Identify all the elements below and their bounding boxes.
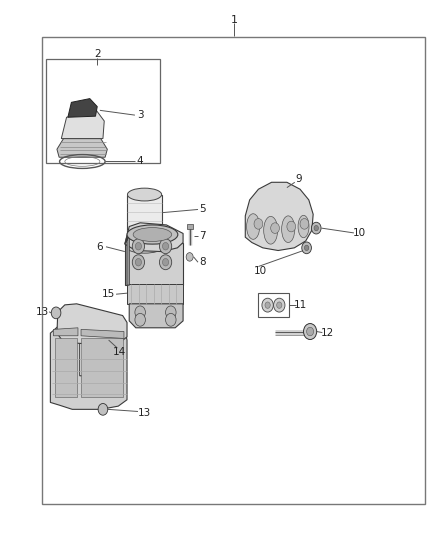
Text: 13: 13: [138, 408, 151, 418]
Text: 12: 12: [321, 328, 334, 337]
Polygon shape: [57, 304, 127, 345]
Circle shape: [135, 243, 141, 250]
Polygon shape: [125, 236, 129, 285]
Polygon shape: [55, 338, 77, 397]
Circle shape: [287, 221, 296, 232]
Circle shape: [304, 245, 309, 251]
Circle shape: [135, 313, 145, 326]
Text: 9: 9: [295, 174, 302, 184]
Circle shape: [277, 302, 282, 308]
Circle shape: [307, 327, 314, 336]
Text: 11: 11: [294, 301, 307, 310]
Text: 13: 13: [36, 307, 49, 317]
Polygon shape: [61, 109, 104, 139]
Text: 5: 5: [199, 205, 206, 214]
Circle shape: [159, 255, 172, 270]
Circle shape: [166, 306, 176, 319]
Polygon shape: [127, 284, 183, 304]
Circle shape: [304, 324, 317, 340]
Circle shape: [135, 259, 141, 266]
Ellipse shape: [127, 188, 162, 201]
Text: 7: 7: [199, 231, 206, 240]
Text: 10: 10: [254, 266, 267, 276]
Text: 14: 14: [113, 347, 126, 357]
Circle shape: [162, 259, 169, 266]
Circle shape: [159, 239, 172, 254]
Text: 8: 8: [199, 257, 206, 267]
Circle shape: [254, 219, 263, 229]
Circle shape: [262, 298, 273, 312]
Ellipse shape: [264, 216, 278, 244]
Polygon shape: [129, 304, 183, 328]
Polygon shape: [68, 99, 97, 117]
Polygon shape: [245, 182, 313, 251]
Circle shape: [274, 298, 285, 312]
Ellipse shape: [247, 214, 260, 239]
Circle shape: [186, 253, 193, 261]
Text: 2: 2: [94, 50, 101, 59]
Text: 15: 15: [102, 289, 115, 299]
Circle shape: [166, 313, 176, 326]
Polygon shape: [81, 329, 124, 338]
Text: 1: 1: [231, 15, 238, 25]
Ellipse shape: [133, 228, 172, 241]
Circle shape: [271, 223, 279, 233]
Circle shape: [314, 225, 318, 231]
Text: 4: 4: [137, 157, 144, 166]
Circle shape: [302, 242, 311, 254]
Bar: [42, 37, 425, 504]
Circle shape: [51, 307, 61, 319]
Circle shape: [98, 403, 108, 415]
Ellipse shape: [298, 215, 309, 238]
Circle shape: [135, 306, 145, 319]
Polygon shape: [53, 328, 78, 336]
Bar: [187, 224, 193, 229]
Polygon shape: [81, 338, 123, 397]
Ellipse shape: [282, 216, 295, 243]
Polygon shape: [125, 243, 183, 285]
Bar: [46, 59, 160, 163]
Text: 10: 10: [353, 228, 366, 238]
Circle shape: [311, 222, 321, 234]
Polygon shape: [57, 139, 107, 157]
Circle shape: [300, 219, 309, 229]
Text: 3: 3: [137, 110, 144, 120]
Text: 6: 6: [96, 242, 103, 252]
Ellipse shape: [127, 225, 178, 244]
Circle shape: [265, 302, 270, 308]
Bar: [127, 195, 162, 248]
Polygon shape: [50, 324, 127, 409]
Ellipse shape: [127, 243, 162, 253]
Circle shape: [162, 243, 169, 250]
Circle shape: [132, 255, 145, 270]
Bar: [258, 293, 289, 317]
Polygon shape: [125, 223, 183, 252]
Circle shape: [132, 239, 145, 254]
